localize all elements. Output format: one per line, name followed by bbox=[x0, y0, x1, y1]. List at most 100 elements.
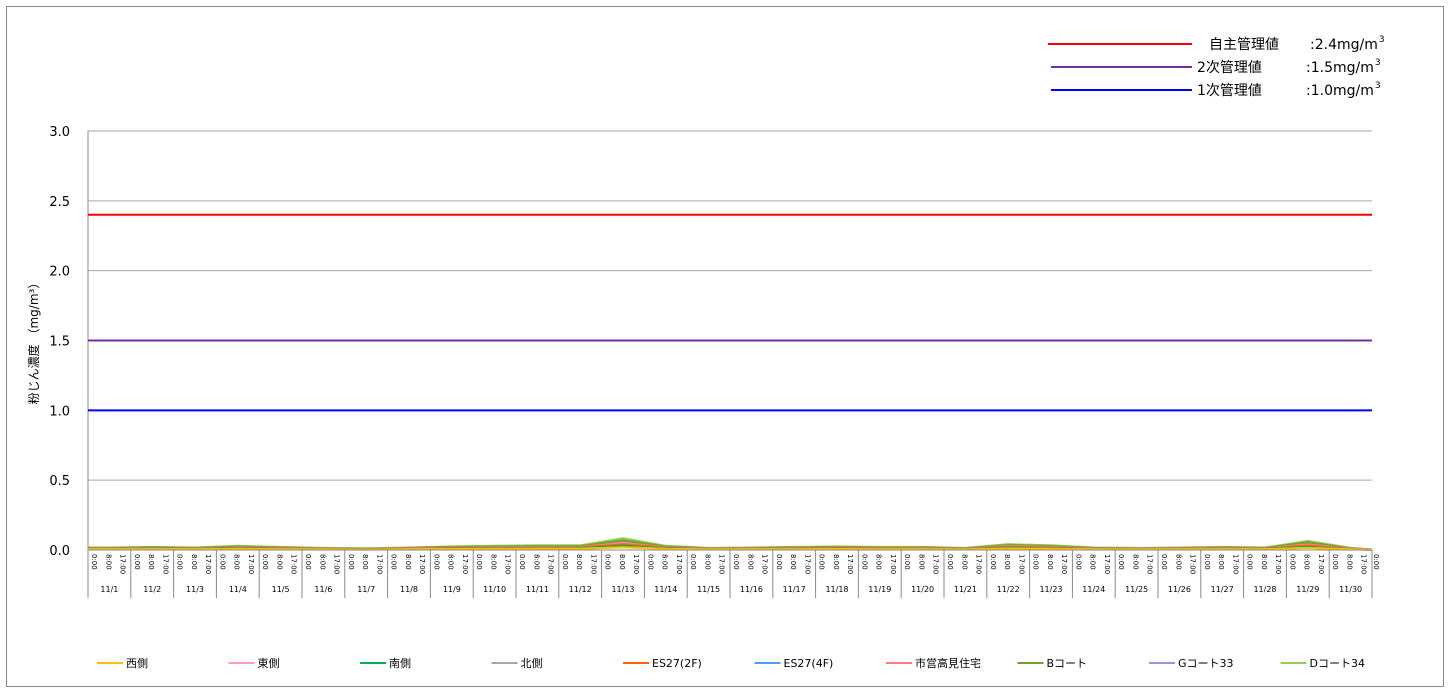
legend-label: 市営高見住宅 bbox=[915, 656, 981, 670]
x-date-label: 11/11 bbox=[526, 585, 549, 594]
x-time-tick: 0:00 bbox=[304, 554, 312, 570]
x-date-label: 11/15 bbox=[697, 585, 720, 594]
x-time-tick: 8:00 bbox=[190, 554, 198, 570]
x-time-tick: 8:00 bbox=[361, 554, 369, 570]
y-axis-label: 粉じん濃度 （mg/m³） bbox=[26, 277, 41, 405]
x-date-label: 11/2 bbox=[143, 585, 161, 594]
x-time-tick: 17:00 bbox=[932, 554, 940, 574]
reference-legend-name: 1次管理値 bbox=[1197, 83, 1262, 99]
x-time-tick: 17:00 bbox=[504, 554, 512, 574]
x-date-label: 11/13 bbox=[611, 585, 634, 594]
x-time-tick: 0:00 bbox=[133, 554, 141, 570]
x-date-label: 11/5 bbox=[272, 585, 290, 594]
x-date-label: 11/3 bbox=[186, 585, 204, 594]
x-time-tick: 0:00 bbox=[218, 554, 226, 570]
x-date-label: 11/25 bbox=[1125, 585, 1148, 594]
x-time-tick: 17:00 bbox=[975, 554, 983, 574]
x-time-tick: 17:00 bbox=[1274, 554, 1282, 574]
legend-label: Dコート34 bbox=[1310, 657, 1365, 670]
x-time-tick: 17:00 bbox=[375, 554, 383, 574]
x-time-tick: 8:00 bbox=[918, 554, 926, 570]
x-time-tick: 8:00 bbox=[104, 554, 112, 570]
reference-legend-value: :1.5mg/m bbox=[1306, 60, 1374, 76]
x-time-tick: 0:00 bbox=[903, 554, 911, 570]
x-time-tick: 17:00 bbox=[333, 554, 341, 574]
x-time-tick: 0:00 bbox=[518, 554, 526, 570]
legend-label: ES27(2F) bbox=[652, 657, 702, 670]
reference-legend-name: 自主管理値 bbox=[1209, 37, 1279, 53]
x-date-label: 11/20 bbox=[911, 585, 934, 594]
x-date-label: 11/30 bbox=[1339, 585, 1362, 594]
x-time-tick: 8:00 bbox=[233, 554, 241, 570]
legend-label: 南側 bbox=[389, 657, 411, 670]
chart-border bbox=[6, 6, 1444, 687]
x-date-label: 11/9 bbox=[443, 585, 461, 594]
x-time-tick: 8:00 bbox=[404, 554, 412, 570]
x-time-tick: 8:00 bbox=[1174, 554, 1182, 570]
x-time-tick: 17:00 bbox=[1146, 554, 1154, 574]
y-tick-label: 0.5 bbox=[49, 474, 70, 489]
x-time-tick: 17:00 bbox=[889, 554, 897, 574]
data-series bbox=[88, 537, 1373, 551]
legend-label: Gコート33 bbox=[1178, 657, 1234, 670]
x-time-tick: 8:00 bbox=[618, 554, 626, 570]
x-time-tick: 17:00 bbox=[461, 554, 469, 574]
x-time-tick: 17:00 bbox=[1317, 554, 1325, 574]
x-time-tick: 0:00 bbox=[775, 554, 783, 570]
x-date-label: 11/29 bbox=[1296, 585, 1319, 594]
x-date-label: 11/4 bbox=[229, 585, 247, 594]
x-time-tick: 17:00 bbox=[718, 554, 726, 574]
x-time-tick: 0:00 bbox=[946, 554, 954, 570]
x-date-label: 11/18 bbox=[825, 585, 848, 594]
x-date-label: 11/10 bbox=[483, 585, 506, 594]
x-time-tick: 0:00 bbox=[261, 554, 269, 570]
x-time-tick: 8:00 bbox=[276, 554, 284, 570]
y-tick-label: 0.0 bbox=[49, 544, 70, 559]
x-time-tick: 8:00 bbox=[746, 554, 754, 570]
x-date-label: 11/28 bbox=[1253, 585, 1276, 594]
x-time-tick: 0:00 bbox=[475, 554, 483, 570]
x-time-tick: 17:00 bbox=[247, 554, 255, 574]
x-time-tick: 17:00 bbox=[1017, 554, 1025, 574]
y-tick-label: 1.0 bbox=[49, 404, 70, 419]
x-time-tick: 0:00 bbox=[818, 554, 826, 570]
legend-label: 北側 bbox=[521, 657, 543, 670]
x-time-tick: 0:00 bbox=[1203, 554, 1211, 570]
y-tick-label: 2.0 bbox=[49, 265, 70, 280]
x-time-tick: 0:00 bbox=[347, 554, 355, 570]
x-time-tick: 8:00 bbox=[1260, 554, 1268, 570]
legend-label: 東側 bbox=[258, 657, 280, 670]
x-time-tick: 0:00 bbox=[689, 554, 697, 570]
y-tick-label: 2.5 bbox=[49, 195, 70, 210]
x-time-tick: 8:00 bbox=[532, 554, 540, 570]
x-time-tick: 8:00 bbox=[490, 554, 498, 570]
x-date-label: 11/23 bbox=[1039, 585, 1062, 594]
x-time-tick: 8:00 bbox=[704, 554, 712, 570]
x-date-label: 11/7 bbox=[357, 585, 375, 594]
x-time-tick: 8:00 bbox=[789, 554, 797, 570]
x-date-label: 11/8 bbox=[400, 585, 418, 594]
reference-legend-value: :2.4mg/m bbox=[1310, 37, 1378, 53]
x-time-tick: 17:00 bbox=[119, 554, 127, 574]
x-time-tick: 0:00 bbox=[1117, 554, 1125, 570]
x-time-tick: 8:00 bbox=[1046, 554, 1054, 570]
x-time-tick: 17:00 bbox=[1060, 554, 1068, 574]
x-date-label: 11/16 bbox=[740, 585, 763, 594]
x-date-label: 11/24 bbox=[1082, 585, 1105, 594]
x-time-tick: 17:00 bbox=[547, 554, 555, 574]
series-line bbox=[88, 546, 1373, 551]
x-time-tick: 0:00 bbox=[1288, 554, 1296, 570]
x-time-tick: 17:00 bbox=[1103, 554, 1111, 574]
x-time-tick: 8:00 bbox=[1132, 554, 1140, 570]
x-time-tick: 17:00 bbox=[161, 554, 169, 574]
x-time-tick: 8:00 bbox=[1003, 554, 1011, 570]
x-time-tick: 17:00 bbox=[632, 554, 640, 574]
x-time-tick: 17:00 bbox=[1189, 554, 1197, 574]
x-time-tick: 17:00 bbox=[290, 554, 298, 574]
x-time-tick: 17:00 bbox=[418, 554, 426, 574]
x-date-label: 11/14 bbox=[654, 585, 677, 594]
x-time-tick: 17:00 bbox=[761, 554, 769, 574]
x-time-tick: 17:00 bbox=[846, 554, 854, 574]
